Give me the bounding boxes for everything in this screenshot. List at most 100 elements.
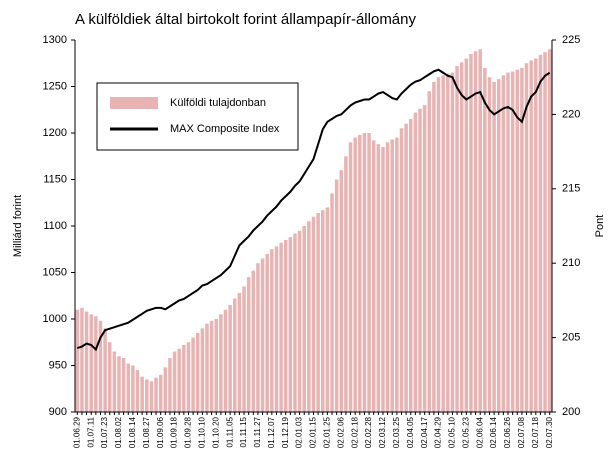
x-tick-label: 01.11.27 <box>253 416 262 447</box>
x-tick-label: 01.08.02 <box>114 416 123 448</box>
bar <box>325 207 330 412</box>
bar <box>422 105 427 412</box>
x-tick-label: 02.01.03 <box>295 416 304 448</box>
y2-tick-label: 220 <box>562 108 580 120</box>
bar <box>534 58 538 412</box>
bar <box>334 179 339 412</box>
bar <box>418 108 422 412</box>
bar <box>307 221 311 412</box>
bar <box>395 137 399 412</box>
bar <box>293 233 297 412</box>
bar <box>107 342 112 412</box>
bar <box>455 66 459 412</box>
bar <box>75 309 80 412</box>
bar <box>149 381 154 412</box>
x-tick-label: 02.02.18 <box>350 416 359 448</box>
x-tick-label: 02.01.15 <box>309 416 318 448</box>
y2-axis-label: Pont <box>594 215 606 238</box>
y-tick-label: 1000 <box>43 313 67 325</box>
bar <box>154 377 158 412</box>
bar <box>436 77 441 412</box>
x-tick-label: 01.07.11 <box>86 416 95 447</box>
legend-swatch <box>110 97 158 109</box>
x-tick-label: 02.07.18 <box>531 416 540 448</box>
y-axis-label: Milliárd forint <box>12 195 24 257</box>
x-tick-label: 02.01.25 <box>323 416 332 448</box>
bar <box>483 67 487 413</box>
x-tick-label: 01.11.15 <box>239 416 248 447</box>
bar <box>358 134 362 413</box>
bar <box>121 358 126 412</box>
bar <box>94 316 98 412</box>
bar <box>492 81 496 412</box>
bar <box>117 356 121 412</box>
bar <box>265 253 269 412</box>
y2-tick-label: 225 <box>562 34 580 46</box>
bar <box>321 210 325 412</box>
y-tick-label: 1300 <box>43 34 67 46</box>
bar <box>543 52 547 413</box>
bar <box>473 51 478 412</box>
bar <box>427 91 432 413</box>
bar <box>302 226 306 412</box>
x-tick-label: 01.10.10 <box>197 416 206 448</box>
x-tick-label: 01.08.14 <box>128 416 137 448</box>
x-tick-label: 01.09.06 <box>156 416 165 448</box>
bar <box>408 119 413 413</box>
y2-tick-label: 205 <box>562 332 580 344</box>
bar <box>316 212 320 412</box>
bar <box>233 298 237 412</box>
bar <box>344 156 348 412</box>
bar <box>182 345 186 412</box>
x-tick-label: 01.11.05 <box>225 416 234 447</box>
x-tick-label: 01.06.29 <box>72 416 81 448</box>
bar <box>219 314 223 412</box>
y-tick-label: 900 <box>49 406 67 418</box>
bar <box>270 249 274 412</box>
bar <box>464 58 469 412</box>
bar <box>404 123 408 412</box>
x-tick-label: 02.04.17 <box>420 416 429 448</box>
bar <box>501 75 506 412</box>
bar <box>506 72 510 413</box>
bar <box>228 305 232 412</box>
x-tick-label: 02.06.26 <box>503 416 512 448</box>
bar <box>524 63 529 412</box>
x-tick-label: 02.02.06 <box>336 416 345 448</box>
bar <box>126 363 131 412</box>
bar <box>260 258 265 412</box>
bar <box>297 230 302 412</box>
bar <box>311 216 316 412</box>
bar <box>168 358 172 412</box>
bar <box>172 351 177 412</box>
bar <box>112 351 117 412</box>
x-tick-label: 01.09.28 <box>184 416 193 448</box>
bar <box>89 314 93 412</box>
bar <box>353 137 357 412</box>
x-tick-label: 01.08.27 <box>142 416 151 448</box>
y-tick-label: 1150 <box>43 173 67 185</box>
bar <box>251 270 256 412</box>
bar <box>103 328 107 412</box>
bar <box>390 139 394 412</box>
x-tick-label: 01.10.20 <box>211 416 220 448</box>
x-tick-label: 02.06.04 <box>475 416 484 448</box>
line <box>77 68 551 352</box>
x-tick-label: 02.02.28 <box>364 416 373 448</box>
bar <box>432 81 436 412</box>
x-tick-label: 02.05.10 <box>448 416 457 448</box>
y-tick-label: 950 <box>49 359 67 371</box>
bar <box>446 73 450 412</box>
x-tick-label: 02.07.30 <box>545 416 554 448</box>
bar <box>140 376 144 412</box>
x-tick-label: 01.12.19 <box>281 416 290 448</box>
bar <box>158 374 163 412</box>
bar <box>98 320 103 412</box>
bar <box>237 292 242 412</box>
bar <box>413 112 418 412</box>
legend-label: Külföldi tulajdonban <box>170 97 266 109</box>
x-tick-label: 02.04.05 <box>406 416 415 448</box>
bar <box>371 140 376 412</box>
bar <box>330 193 334 412</box>
x-tick-label: 01.12.07 <box>267 416 276 448</box>
